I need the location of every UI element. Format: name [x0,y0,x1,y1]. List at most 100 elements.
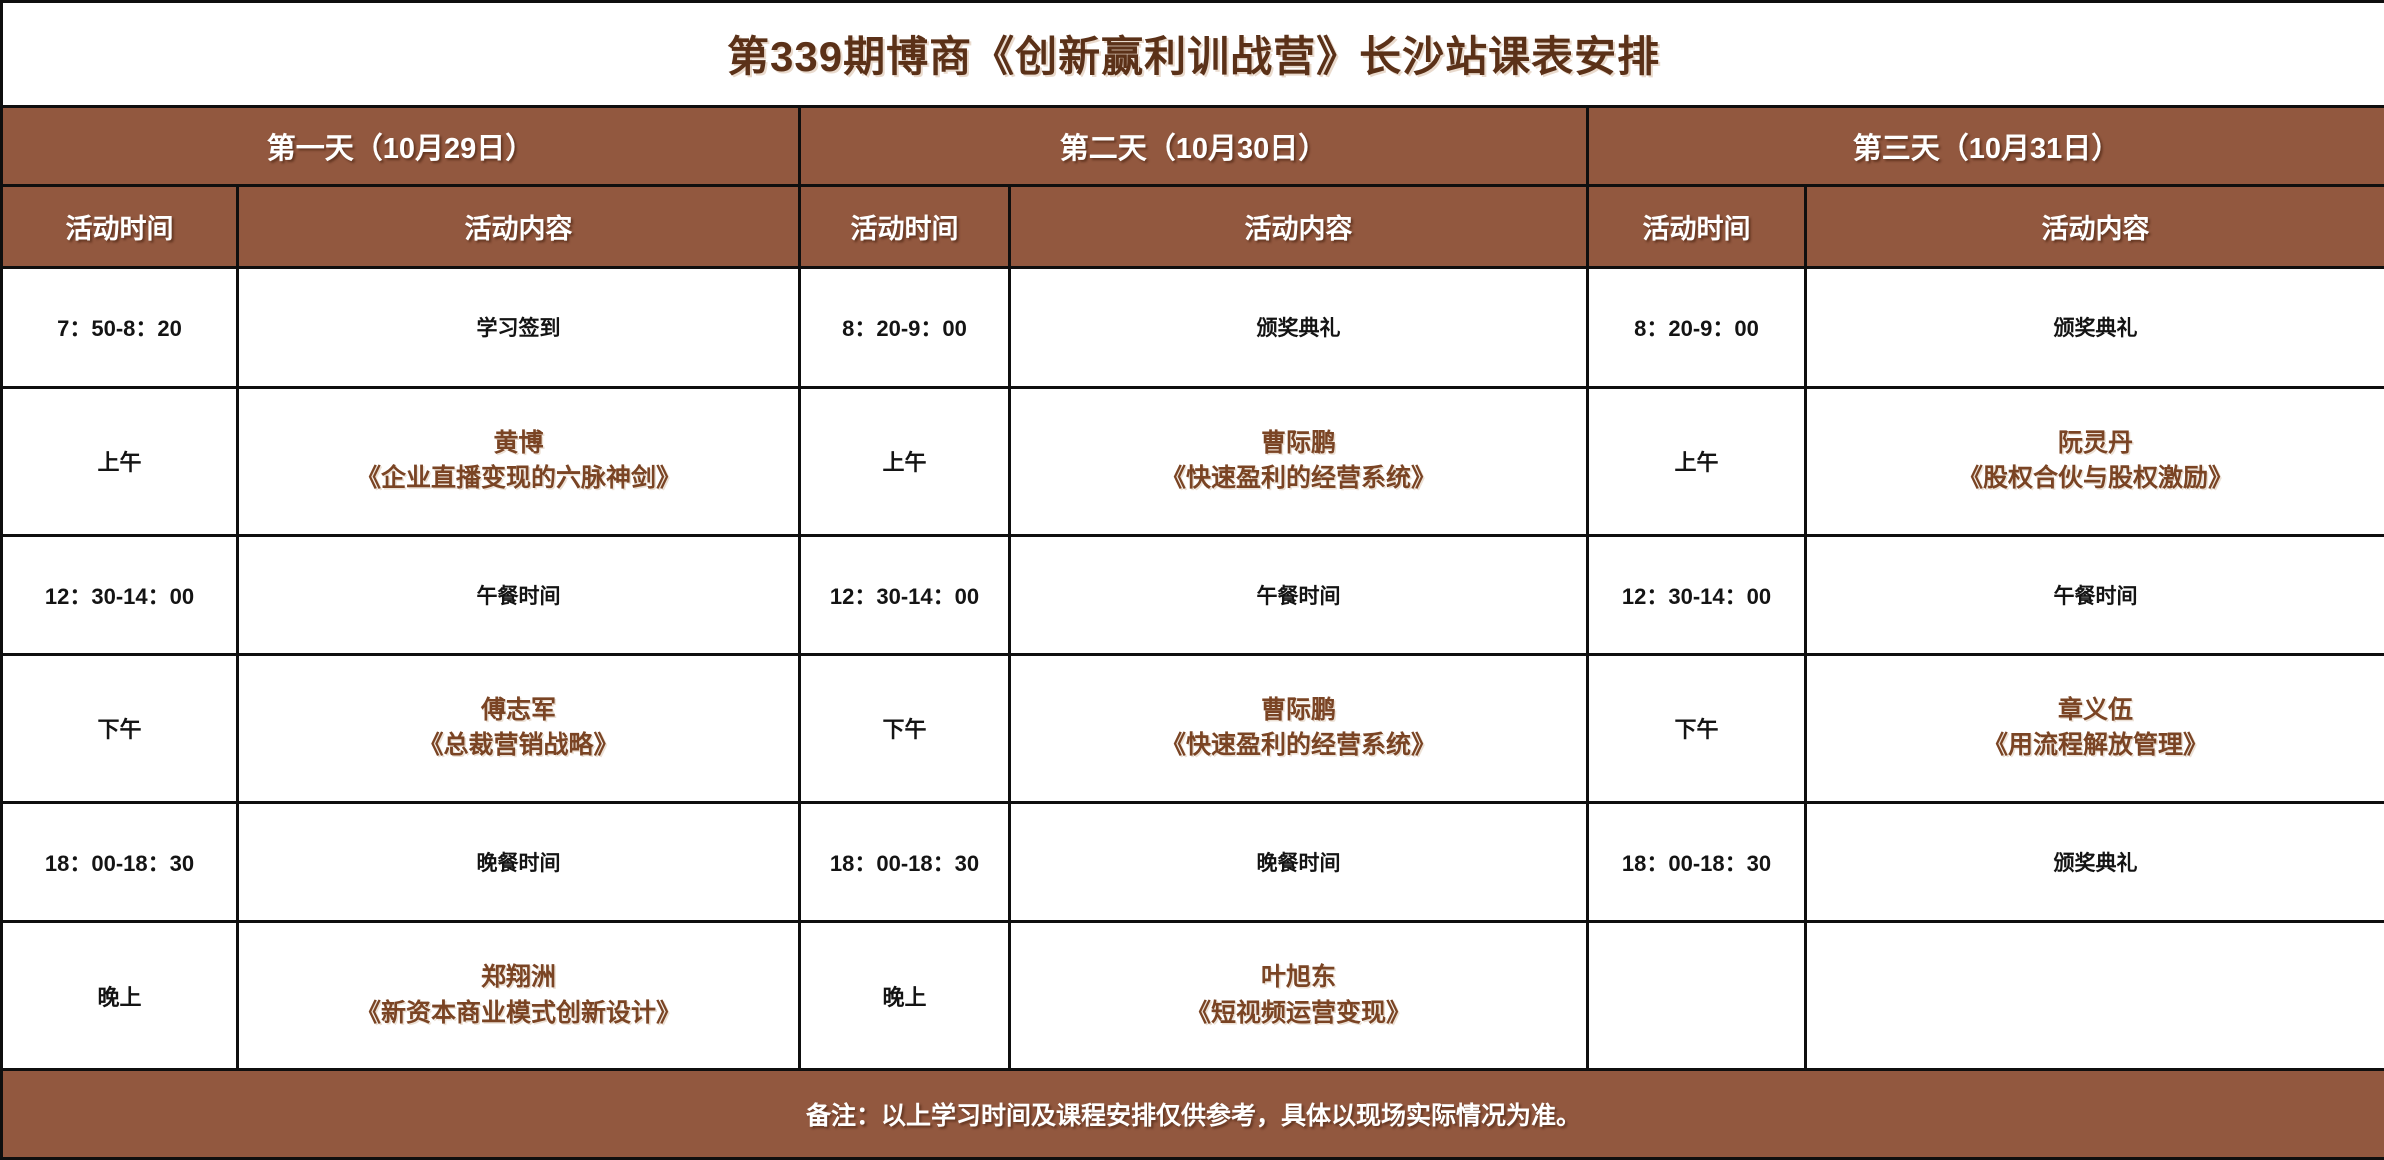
cell-time-d2-r0: 8：20-9：00 [798,266,1011,389]
speaker-name: 郑翔洲 [480,963,556,992]
cell-content-d2-r2: 午餐时间 [1008,533,1589,656]
course-title: 《快速盈利的经营系统》 [1160,464,1436,493]
table-row: 12：30-14：00 午餐时间 12：30-14：00 午餐时间 12：30-… [0,533,2384,656]
column-header-content-label-1: 活动内容 [464,214,573,245]
cell-time-d3-r5 [1586,920,1807,1072]
footer-note: 备注：以上学习时间及课程安排仅供参考，具体以现场实际情况为准。 [806,1102,1582,1131]
cell-content-d3-r0: 颁奖典礼 [1803,266,2384,389]
time-value: 下午 [882,717,927,743]
cell-time-d2-r5: 晚上 [798,920,1011,1072]
course-title: 《短视频运营变现》 [1185,998,1411,1027]
column-header-time-1: 活动时间 [0,184,239,270]
content-value: 晚餐时间 [476,852,561,876]
content-value: 午餐时间 [476,584,561,608]
cell-time-d3-r0: 8：20-9：00 [1586,266,1807,389]
column-header-content-2: 活动内容 [1008,184,1589,270]
column-header-content-1: 活动内容 [236,184,801,270]
column-header-time-3: 活动时间 [1586,184,1807,270]
cell-time-d1-r1: 上午 [0,385,239,537]
cell-content-d1-r2: 午餐时间 [236,533,801,656]
day-label-1: 第一天（10月29日） [266,132,535,165]
content-value: 颁奖典礼 [2053,317,2138,341]
cell-time-d2-r2: 12：30-14：00 [798,533,1011,656]
time-value: 上午 [882,450,927,476]
day-label-2: 第二天（10月30日） [1059,132,1328,165]
session-block: 叶旭东 《短视频运营变现》 [1017,960,1580,1031]
day-header-3: 第三天（10月31日） [1585,104,2384,188]
title-row: 第339期博商《创新赢利训战营》长沙站课表安排 [0,0,2384,108]
speaker-name: 傅志军 [480,695,556,724]
column-header-time-label-1: 活动时间 [65,214,174,245]
cell-content-d1-r0: 学习签到 [236,266,801,389]
time-value: 18：00-18：30 [829,851,980,877]
cell-content-d1-r4: 晚餐时间 [236,800,801,924]
column-header-time-2: 活动时间 [798,184,1011,270]
footer-note-cell: 备注：以上学习时间及课程安排仅供参考，具体以现场实际情况为准。 [0,1068,2384,1160]
session-block: 章义伍 《用流程解放管理》 [1813,693,2378,764]
cell-content-d1-r5: 郑翔洲 《新资本商业模式创新设计》 [236,920,801,1072]
time-value: 8：20-9：00 [1634,316,1759,342]
day-header-2: 第二天（10月30日） [798,104,1589,188]
content-value: 颁奖典礼 [1256,317,1341,341]
session-block: 傅志军 《总裁营销战略》 [245,693,792,764]
cell-time-d1-r4: 18：00-18：30 [0,800,239,924]
content-value: 午餐时间 [1256,584,1341,608]
time-value: 下午 [1674,717,1719,743]
cell-content-d2-r0: 颁奖典礼 [1008,266,1589,389]
content-value: 学习签到 [476,317,561,341]
cell-time-d3-r1: 上午 [1586,385,1807,537]
cell-content-d3-r5 [1803,920,2384,1072]
time-value: 8：20-9：00 [842,316,967,342]
cell-time-d2-r4: 18：00-18：30 [798,800,1011,924]
cell-content-d3-r4: 颁奖典礼 [1803,800,2384,924]
table-row: 晚上 郑翔洲 《新资本商业模式创新设计》 晚上 叶旭东 《短视频运营变现》 [0,920,2384,1072]
column-header-time-label-2: 活动时间 [850,214,959,245]
cell-content-d3-r3: 章义伍 《用流程解放管理》 [1803,652,2384,804]
column-header-content-label-3: 活动内容 [2041,214,2150,245]
day-header-1: 第一天（10月29日） [0,104,801,188]
cell-content-d1-r3: 傅志军 《总裁营销战略》 [236,652,801,804]
time-value: 晚上 [97,984,142,1010]
time-value: 18：00-18：30 [44,851,195,877]
column-header-content-label-2: 活动内容 [1244,214,1353,245]
content-value: 午餐时间 [2053,584,2138,608]
cell-time-d1-r2: 12：30-14：00 [0,533,239,656]
session-block: 郑翔洲 《新资本商业模式创新设计》 [245,960,792,1031]
table-row: 18：00-18：30 晚餐时间 18：00-18：30 晚餐时间 18：00-… [0,800,2384,924]
day-label-3: 第三天（10月31日） [1852,132,2121,165]
cell-content-d2-r1: 曹际鹏 《快速盈利的经营系统》 [1008,385,1589,537]
cell-time-d1-r5: 晚上 [0,920,239,1072]
column-header-content-3: 活动内容 [1803,184,2384,270]
course-title: 《用流程解放管理》 [1983,731,2209,760]
cell-content-d2-r3: 曹际鹏 《快速盈利的经营系统》 [1008,652,1589,804]
session-block: 曹际鹏 《快速盈利的经营系统》 [1017,693,1580,764]
cell-time-d3-r4: 18：00-18：30 [1586,800,1807,924]
cell-time-d2-r1: 上午 [798,385,1011,537]
cell-time-d1-r0: 7：50-8：20 [0,266,239,389]
footer-row: 备注：以上学习时间及课程安排仅供参考，具体以现场实际情况为准。 [0,1068,2384,1160]
cell-time-d2-r3: 下午 [798,652,1011,804]
course-title: 《企业直播变现的六脉神剑》 [355,464,681,493]
course-title: 《股权合伙与股权激励》 [1958,464,2234,493]
time-value: 晚上 [882,984,927,1010]
column-header-row: 活动时间 活动内容 活动时间 活动内容 活动时间 活动内容 [0,184,2384,270]
time-value: 18：00-18：30 [1621,851,1772,877]
page-title-cell: 第339期博商《创新赢利训战营》长沙站课表安排 [0,0,2384,108]
cell-content-d2-r5: 叶旭东 《短视频运营变现》 [1008,920,1589,1072]
cell-content-d2-r4: 晚餐时间 [1008,800,1589,924]
content-value: 颁奖典礼 [2053,852,2138,876]
cell-content-d3-r1: 阮灵丹 《股权合伙与股权激励》 [1803,385,2384,537]
speaker-name: 黄博 [493,428,544,457]
speaker-name: 曹际鹏 [1260,428,1336,457]
table-row: 上午 黄博 《企业直播变现的六脉神剑》 上午 曹际鹏 《快速盈利的经营系统》 [0,385,2384,537]
time-value: 下午 [97,717,142,743]
speaker-name: 章义伍 [2058,695,2134,724]
speaker-name: 曹际鹏 [1260,695,1336,724]
course-title: 《总裁营销战略》 [418,731,619,760]
cell-time-d3-r3: 下午 [1586,652,1807,804]
time-value: 上午 [97,450,142,476]
cell-content-d3-r2: 午餐时间 [1803,533,2384,656]
cell-time-d1-r3: 下午 [0,652,239,804]
